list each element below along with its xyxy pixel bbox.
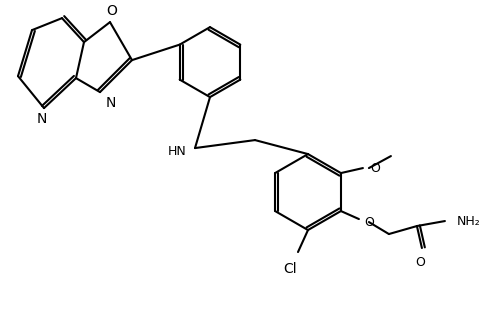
Text: O: O xyxy=(415,256,425,269)
Text: HN: HN xyxy=(168,145,187,158)
Text: O: O xyxy=(370,162,380,175)
Text: Cl: Cl xyxy=(283,262,297,276)
Text: N: N xyxy=(106,96,116,110)
Text: O: O xyxy=(364,215,374,229)
Text: N: N xyxy=(37,112,47,126)
Text: NH₂: NH₂ xyxy=(457,214,481,228)
Text: O: O xyxy=(107,4,117,18)
